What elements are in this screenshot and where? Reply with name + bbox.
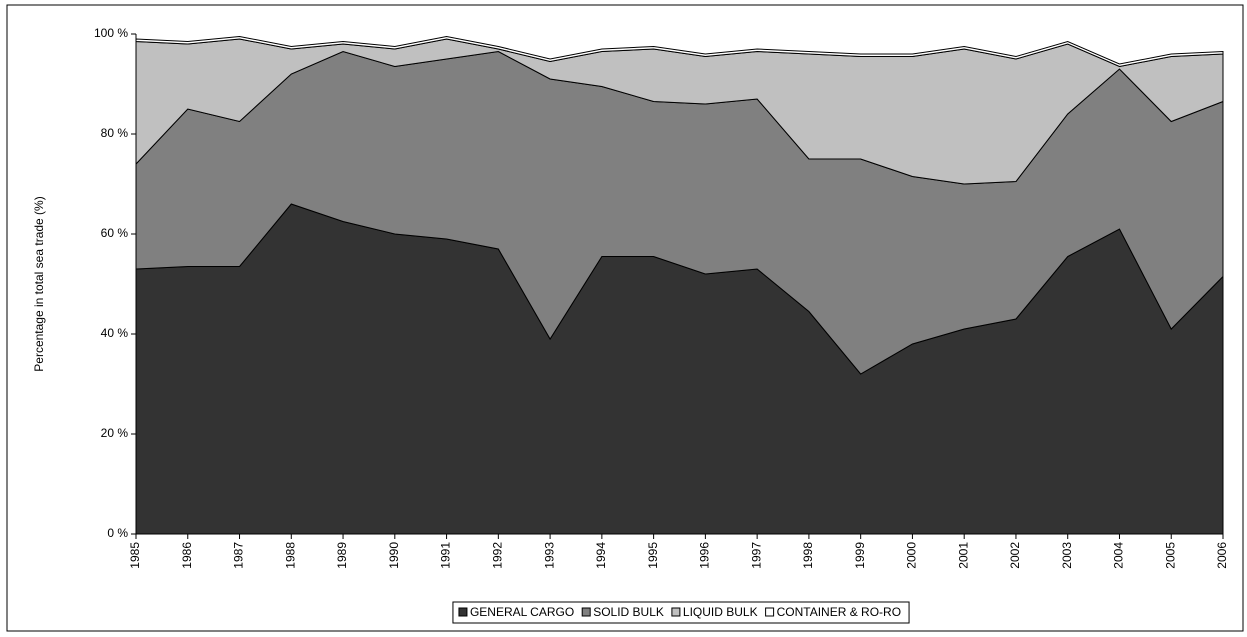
y-axis-label: Percentage in total sea trade (%)	[32, 196, 46, 371]
legend-swatch	[581, 607, 591, 617]
area	[135, 35, 1224, 68]
y-tick-label: 0 %	[107, 526, 128, 540]
x-tick-label: 1985	[128, 542, 142, 569]
y-tick-label: 60 %	[101, 226, 129, 240]
x-tick-label: 1990	[387, 542, 401, 569]
x-tick-label: 1999	[853, 542, 867, 569]
legend-box	[452, 601, 910, 624]
x-tick-label: 1992	[491, 542, 505, 569]
legend-swatch	[765, 607, 775, 617]
x-tick-label: 2001	[956, 542, 970, 569]
x-tick-label: 1986	[180, 542, 194, 569]
legend-label: SOLID BULK	[593, 605, 664, 619]
legend-label: CONTAINER & RO-RO	[777, 605, 901, 619]
x-tick-label: 1998	[801, 542, 815, 569]
y-tick-label: 100 %	[94, 26, 128, 40]
legend-swatch	[458, 607, 468, 617]
legend-swatch	[671, 607, 681, 617]
x-tick-label: 2004	[1112, 542, 1126, 569]
x-tick-label: 1996	[698, 542, 712, 569]
legend-label: LIQUID BULK	[683, 605, 758, 619]
y-tick-label: 80 %	[101, 126, 129, 140]
x-tick-label: 2000	[905, 542, 919, 569]
legend-label: GENERAL CARGO	[470, 605, 574, 619]
y-tick-label: 20 %	[101, 426, 129, 440]
x-tick-label: 2002	[1008, 542, 1022, 569]
y-tick-label: 40 %	[101, 326, 129, 340]
x-tick-label: 1987	[232, 542, 246, 569]
x-tick-label: 1989	[335, 542, 349, 569]
x-tick-label: 1997	[749, 542, 763, 569]
x-tick-label: 2003	[1060, 542, 1074, 569]
x-tick-label: 1995	[646, 542, 660, 569]
x-tick-label: 1993	[542, 542, 556, 569]
x-tick-label: 1991	[439, 542, 453, 569]
x-tick-label: 1994	[594, 542, 608, 569]
x-tick-label: 1988	[283, 542, 297, 569]
x-tick-label: 2005	[1163, 542, 1177, 569]
x-tick-label: 2006	[1215, 542, 1229, 569]
